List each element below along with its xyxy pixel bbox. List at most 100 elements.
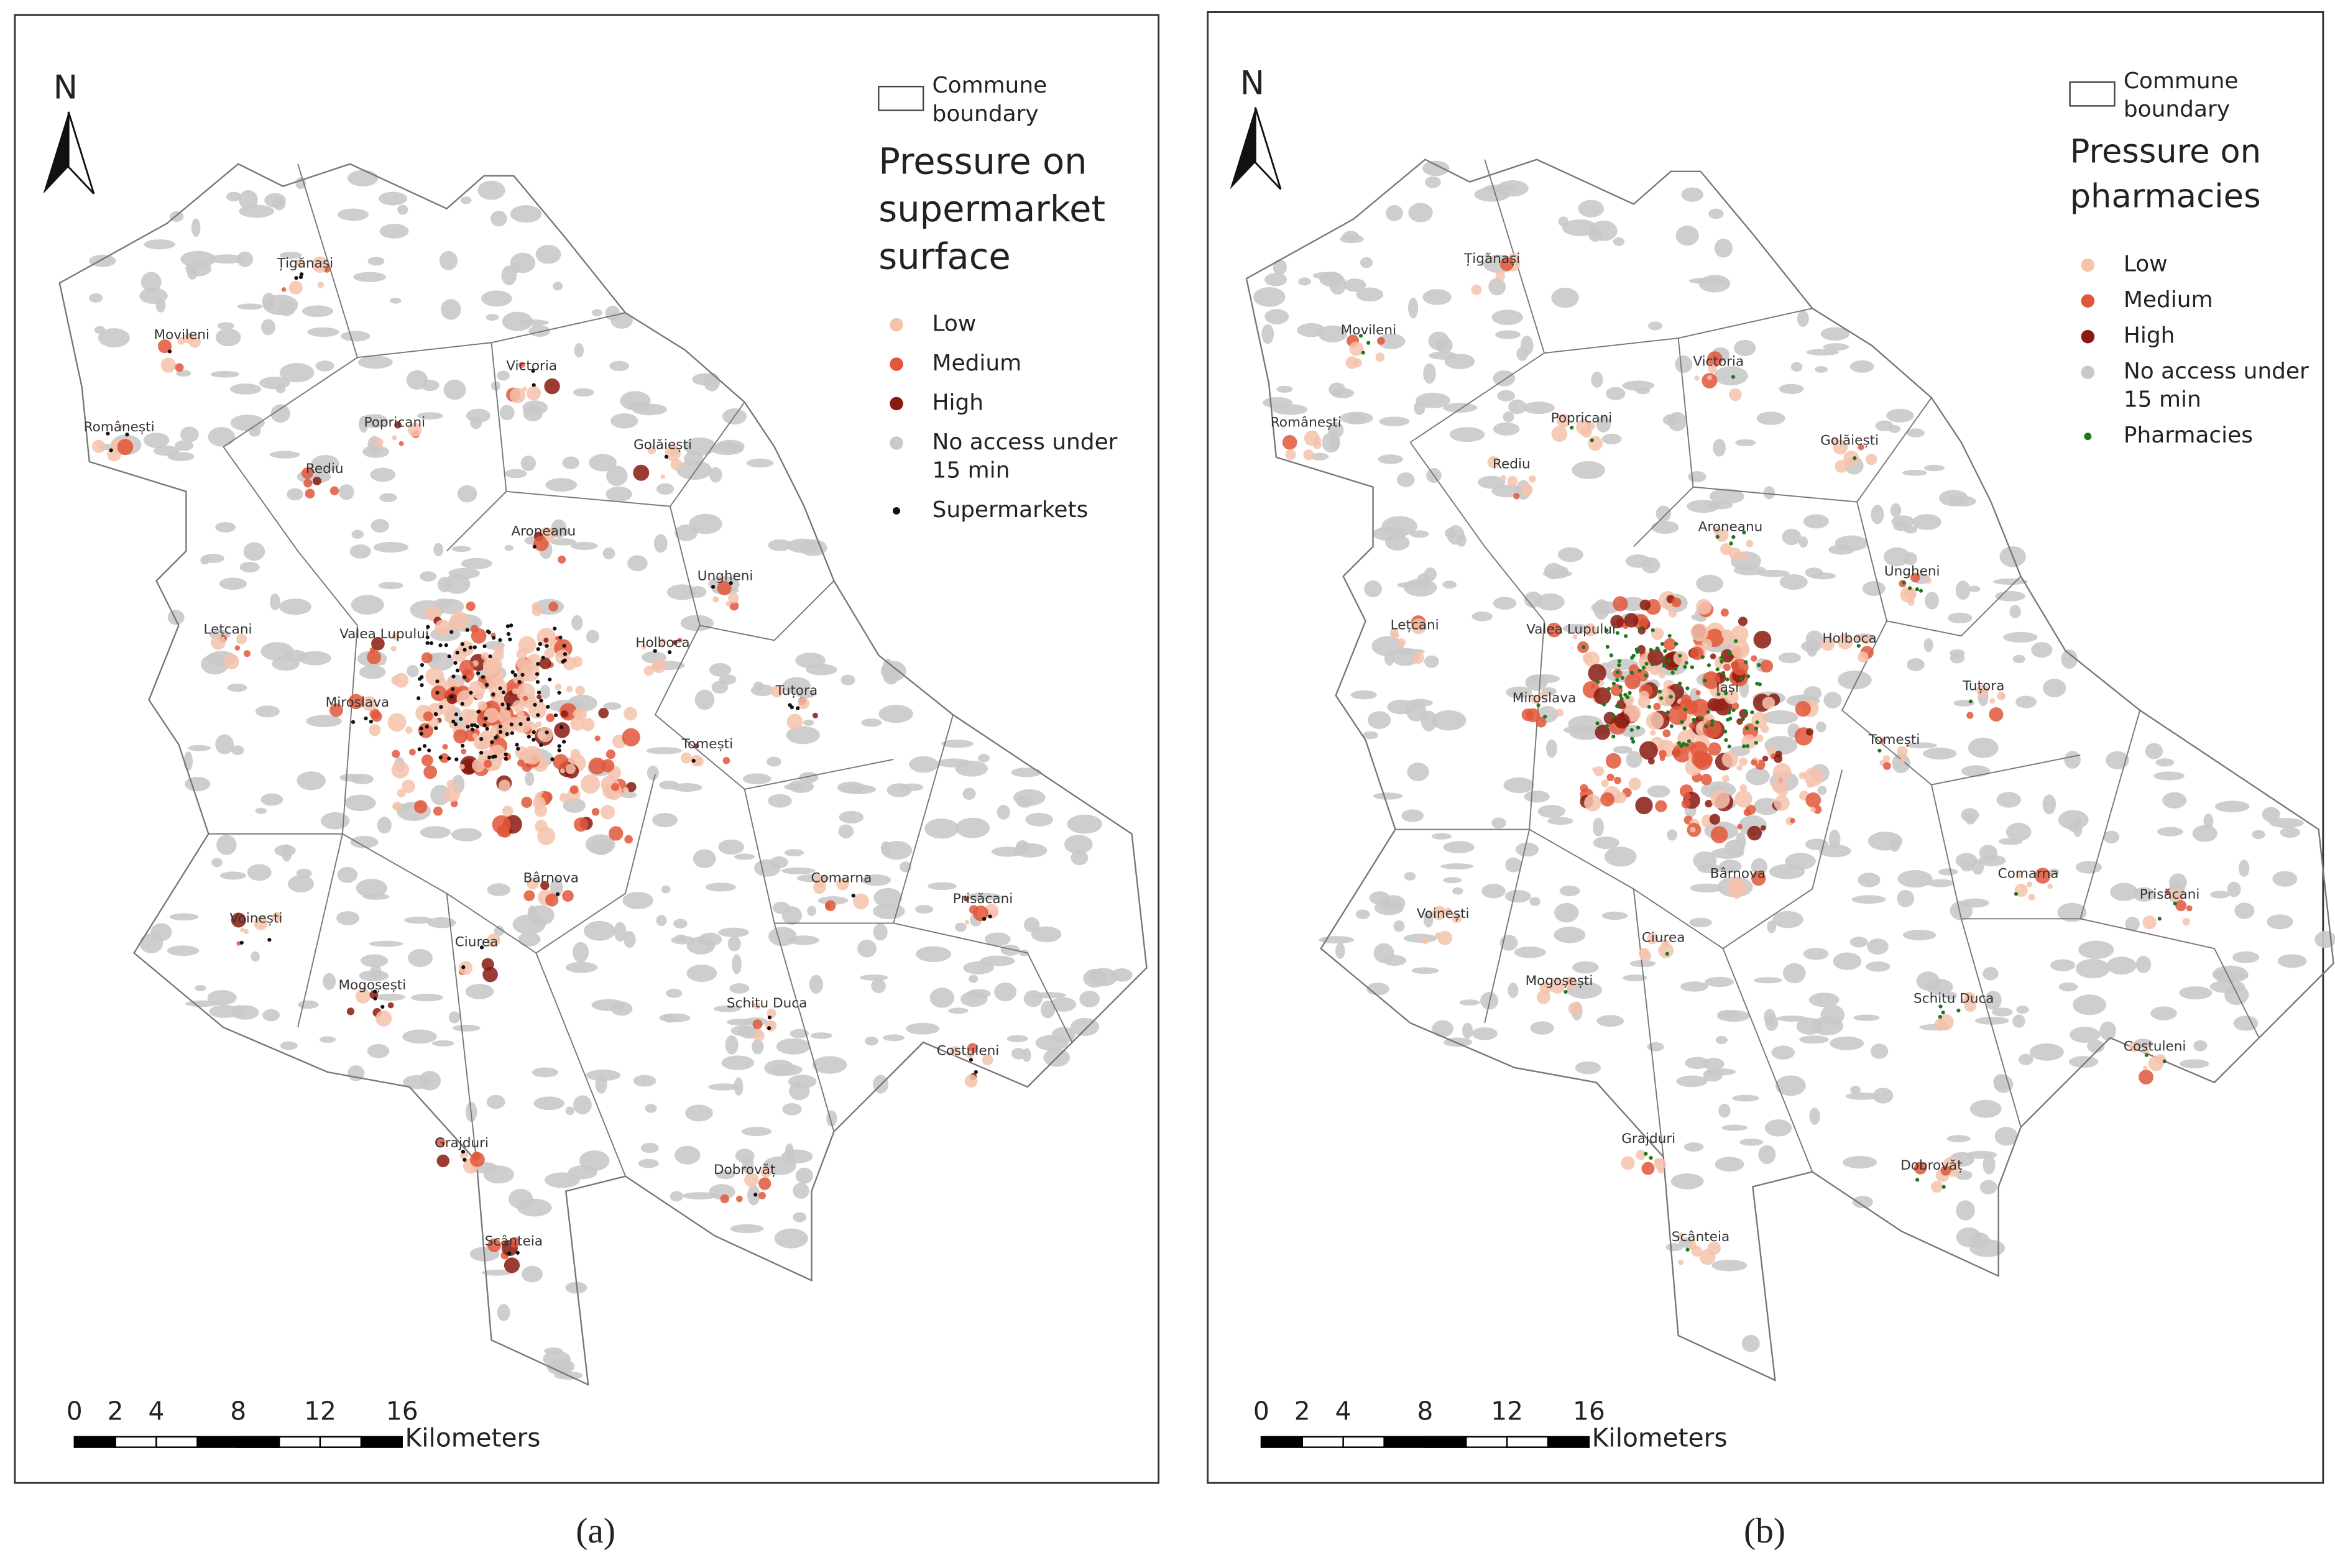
no-access-area [793, 1212, 807, 1222]
scale-label: 12 [1491, 1396, 1523, 1426]
no-access-area [1410, 530, 1429, 538]
pressure-area [1737, 823, 1743, 830]
no-access-area [916, 946, 952, 962]
pressure-area [2034, 868, 2051, 884]
scale-unit: Kilometers [405, 1423, 541, 1453]
pressure-area [852, 893, 869, 910]
pressure-area [305, 488, 315, 499]
no-access-area [810, 1032, 833, 1039]
no-access-area [338, 484, 354, 500]
commune-label: Popricani [1551, 410, 1613, 426]
facility-point [510, 731, 515, 735]
north-label: N [1240, 64, 1264, 102]
pressure-area [555, 683, 562, 690]
pressure-area [1688, 741, 1697, 750]
no-access-area [1955, 1170, 1973, 1180]
facility-point [1700, 655, 1705, 659]
facility-point [494, 735, 498, 740]
pressure-area [1643, 949, 1649, 955]
pressure-area [518, 361, 525, 369]
no-access-area [1343, 278, 1366, 292]
facility-point [562, 643, 566, 648]
pressure-area [1679, 698, 1692, 711]
no-access-area [2068, 1056, 2099, 1068]
pressure-area [1495, 271, 1506, 282]
no-access-area [1907, 658, 1925, 671]
facility-point [1615, 677, 1619, 682]
no-access-area [603, 702, 622, 710]
no-access-area [1688, 277, 1725, 285]
facility-point [1662, 664, 1667, 668]
facility-point [439, 705, 443, 709]
no-access-area [1403, 933, 1437, 943]
no-access-area [1471, 1027, 1498, 1040]
facility-point [498, 686, 502, 690]
facility-point [1637, 668, 1642, 673]
facility-point [555, 892, 560, 896]
no-access-area [1851, 895, 1886, 904]
pressure-area [1621, 1156, 1635, 1170]
no-access-area [319, 1036, 336, 1043]
no-access-area [88, 254, 116, 267]
no-access-area [980, 955, 1015, 966]
legend-label: Medium [2124, 287, 2213, 313]
no-access-area [408, 948, 433, 967]
no-access-area [1721, 1124, 1748, 1131]
no-access-area [1902, 469, 1927, 476]
no-access-area [1261, 324, 1274, 344]
no-access-area [2234, 902, 2255, 919]
facility-point [1564, 989, 1568, 994]
no-access-area [1992, 1007, 2013, 1017]
no-access-area [574, 342, 584, 358]
no-access-area [924, 818, 959, 839]
no-access-area [2012, 654, 2025, 664]
pressure-area [439, 753, 449, 763]
no-access-area [806, 664, 837, 676]
no-access-area [2214, 800, 2250, 813]
pressure-area [2047, 883, 2053, 889]
no-access-area [1601, 433, 1622, 445]
no-access-area [443, 379, 466, 400]
no-access-area [1493, 370, 1516, 387]
pressure-area [369, 724, 381, 736]
facility-point [546, 705, 550, 709]
no-access-area [349, 544, 371, 559]
legend-swatch [890, 436, 903, 450]
pressure-area [444, 786, 461, 802]
pressure-area [1835, 460, 1848, 473]
pressure-area [2186, 905, 2193, 912]
pressure-area [1437, 930, 1452, 945]
no-access-area [1710, 848, 1744, 859]
no-access-area [2277, 954, 2307, 968]
pressure-area [722, 756, 730, 764]
pressure-area [1549, 978, 1565, 994]
legend-title: supermarket [878, 188, 1105, 230]
no-access-area [1421, 710, 1437, 731]
facility-point [1731, 708, 1736, 712]
pressure-area [482, 656, 500, 674]
pressure-area [1603, 712, 1616, 725]
no-access-area [533, 1096, 564, 1111]
pressure-area [1910, 572, 1920, 583]
facility-point [1644, 661, 1649, 666]
no-access-area [1782, 963, 1806, 984]
facility-point [434, 726, 438, 730]
pressure-area [1700, 774, 1712, 786]
facility-point [533, 702, 537, 707]
no-access-area [1715, 1157, 1744, 1172]
facility-point [557, 748, 561, 753]
no-access-area [571, 615, 583, 631]
facility-point [753, 1193, 758, 1197]
pressure-area [272, 912, 282, 922]
pressure-area [303, 479, 313, 488]
pressure-area [1688, 1241, 1697, 1250]
no-access-area [766, 756, 781, 767]
no-access-area [1790, 362, 1803, 372]
legend-label: High [2124, 323, 2175, 349]
no-access-area [1499, 935, 1518, 951]
facility-point [425, 641, 430, 645]
no-access-area [139, 933, 163, 953]
commune-label: Scânteia [485, 1234, 543, 1249]
no-access-area [1758, 1145, 1776, 1165]
